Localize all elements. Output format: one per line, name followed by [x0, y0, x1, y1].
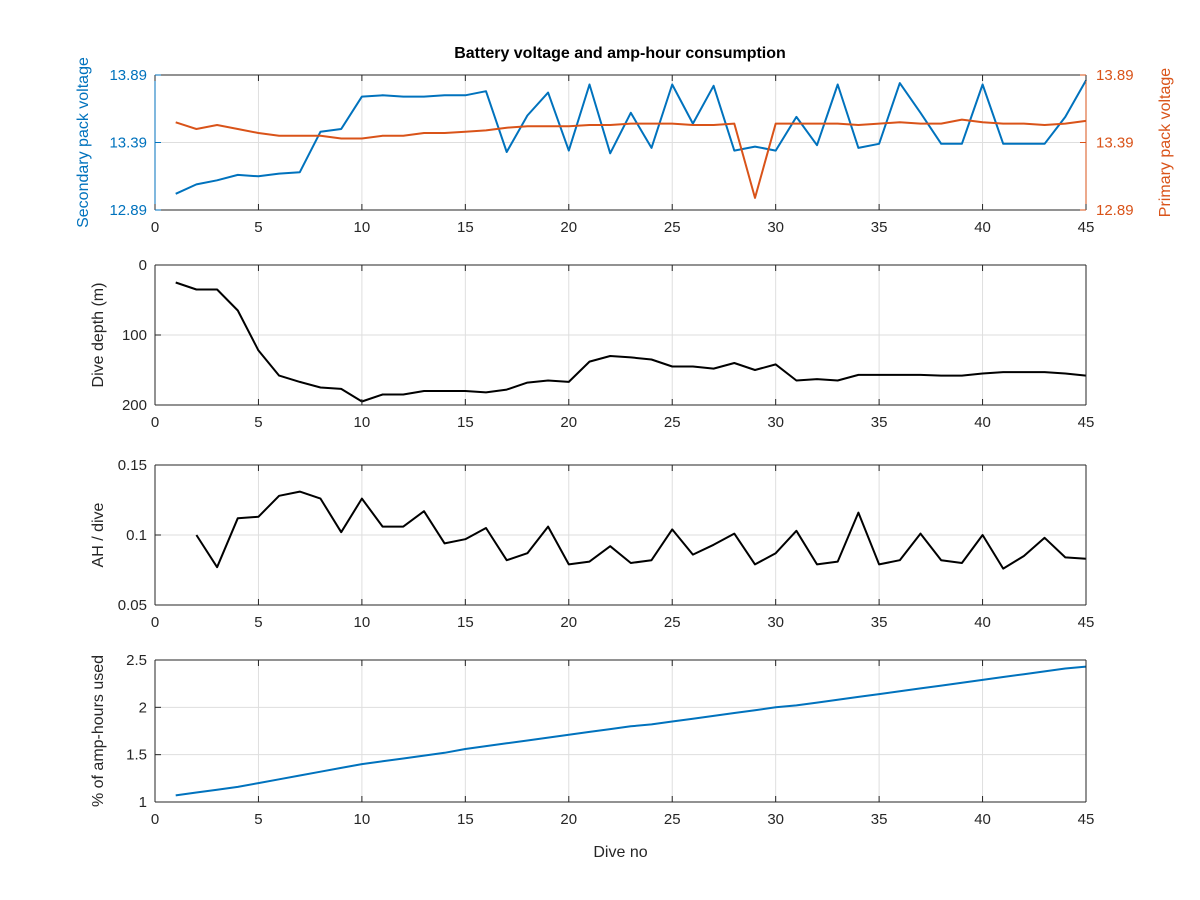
amp-hours-used-y-tick-label: 1: [139, 794, 147, 811]
ah-per-dive-x-tick-label: 0: [151, 614, 159, 631]
voltage-x-tick-label: 30: [767, 219, 784, 236]
depth-x-tick-label: 45: [1078, 414, 1095, 431]
ah-per-dive-x-tick-label: 5: [254, 614, 262, 631]
amp-hours-used-y-tick-label: 2: [139, 699, 147, 716]
ah-per-dive-x-tick-label: 45: [1078, 614, 1095, 631]
voltage-y-tick-label-right: 12.89: [1096, 202, 1134, 219]
amp-hours-used-x-tick-label: 15: [457, 811, 474, 828]
depth-x-tick-label: 30: [767, 414, 784, 431]
amp-hours-used-x-label: Dive no: [593, 844, 647, 861]
depth-x-tick-label: 25: [664, 414, 681, 431]
depth-y-tick-label: 200: [122, 397, 147, 414]
amp-hours-used-y-tick-label: 2.5: [126, 652, 147, 669]
voltage-x-tick-label: 25: [664, 219, 681, 236]
ah-per-dive-x-tick-label: 15: [457, 614, 474, 631]
amp-hours-used-line: [175, 665, 1087, 797]
ah-per-dive-x-tick-label: 20: [560, 614, 577, 631]
voltage-x-tick-label: 40: [974, 219, 991, 236]
amp-hours-used-x-tick-label: 35: [871, 811, 888, 828]
depth-y-tick-label: 100: [122, 327, 147, 344]
voltage-y-tick-label: 13.39: [109, 135, 147, 152]
ah-per-dive-x-tick-label: 40: [974, 614, 991, 631]
voltage-y-tick-label-right: 13.89: [1096, 67, 1134, 84]
secondary-pack-voltage-label: Secondary pack voltage: [75, 57, 92, 228]
depth-y-tick-label: 0: [139, 257, 147, 274]
ah-per-dive-x-tick-label: 10: [354, 614, 371, 631]
amp-hours-used-panel: 0 5 10 15 20 25 30 35 40 45 1 1.5 2 2.5 % of amp-hours…: [90, 652, 1094, 861]
amp-hours-used-plot-area: [155, 660, 1086, 802]
voltage-panel: 0 5 10 15 20 25 30 35 40 4512.8913.3913.8912.8913…: [75, 57, 1174, 236]
voltage-x-tick-label: 15: [457, 219, 474, 236]
voltage-x-tick-label: 35: [871, 219, 888, 236]
depth-x-tick-label: 35: [871, 414, 888, 431]
amp-hours-used-x-tick-label: 10: [354, 811, 371, 828]
amp-hours-used-x-tick-label: 0: [151, 811, 159, 828]
amp-hours-used-x-tick-label: 40: [974, 811, 991, 828]
depth-panel: 0 5 10 15 20 25 30 35 40 45 0 100 200 Dive depth (m): [90, 257, 1094, 431]
ah-per-dive-line: [195, 490, 1087, 570]
voltage-y-tick-label: 12.89: [109, 202, 147, 219]
ah-per-dive-y-label: AH / dive: [90, 502, 107, 567]
voltage-x-tick-label: 45: [1078, 219, 1095, 236]
voltage-y-tick-label: 13.89: [109, 67, 147, 84]
amp-hours-used-x-tick-label: 25: [664, 811, 681, 828]
depth-x-tick-label: 15: [457, 414, 474, 431]
ah-per-dive-x-tick-label: 25: [664, 614, 681, 631]
voltage-x-tick-label: 20: [560, 219, 577, 236]
amp-hours-used-y-tick-label: 1.5: [126, 747, 147, 764]
voltage-y-tick-label-right: 13.39: [1096, 135, 1134, 152]
voltage-x-tick-label: 5: [254, 219, 262, 236]
amp-hours-used-x-tick-label: 45: [1078, 811, 1095, 828]
depth-x-tick-label: 10: [354, 414, 371, 431]
depth-x-tick-label: 0: [151, 414, 159, 431]
depth-x-tick-label: 5: [254, 414, 262, 431]
depth-y-label: Dive depth (m): [90, 283, 107, 388]
voltage-x-tick-label: 10: [354, 219, 371, 236]
depth-x-tick-label: 20: [560, 414, 577, 431]
secondary-voltage-line: [175, 79, 1087, 195]
amp-hours-used-y-label: % of amp-hours used: [90, 655, 107, 807]
figure-title: Battery voltage and amp-hour consumption: [454, 45, 786, 62]
voltage-x-tick-label: 0: [151, 219, 159, 236]
amp-hours-used-x-tick-label: 20: [560, 811, 577, 828]
ah-per-dive-y-tick-label: 0.15: [118, 457, 147, 474]
primary-pack-voltage-label: Primary pack voltage: [1157, 68, 1174, 217]
primary-voltage-line: [175, 118, 1087, 199]
depth-x-tick-label: 40: [974, 414, 991, 431]
amp-hours-used-x-tick-label: 5: [254, 811, 262, 828]
ah-per-dive-x-tick-label: 30: [767, 614, 784, 631]
depth-line: [175, 281, 1087, 403]
ah-per-dive-y-tick-label: 0.05: [118, 597, 147, 614]
amp-hours-used-x-tick-label: 30: [767, 811, 784, 828]
ah-per-dive-panel: 0 5 10 15 20 25 30 35 40 45 0.05 0.1 0.15 AH / dive: [90, 457, 1094, 631]
ah-per-dive-x-tick-label: 35: [871, 614, 888, 631]
ah-per-dive-y-tick-label: 0.1: [126, 527, 147, 544]
